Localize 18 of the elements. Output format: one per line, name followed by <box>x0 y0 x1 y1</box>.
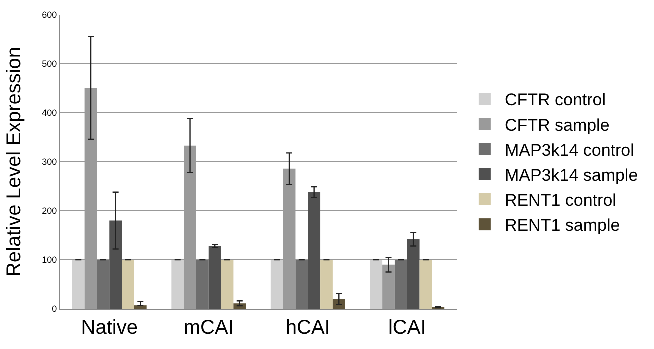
y-tick-label: 600 <box>42 10 58 20</box>
legend-label: MAP3k14 control <box>504 140 634 160</box>
y-tick-label: 400 <box>42 108 58 118</box>
y-tick-label: 300 <box>42 157 58 168</box>
y-tick-label: 500 <box>42 59 58 70</box>
y-tick-label: 0 <box>52 304 58 314</box>
y-tick-label: 100 <box>42 255 58 266</box>
x-tick-label: hCAI <box>286 317 330 339</box>
x-tick-label: lCAI <box>388 317 426 339</box>
legend-label: CFTR sample <box>504 116 610 135</box>
legend-label: MAP3k14 sample <box>504 166 638 185</box>
y-tick-label: 200 <box>42 206 58 216</box>
legend-label: RENT1 sample <box>504 216 620 236</box>
legend-label: CFTR control <box>504 90 606 110</box>
legend-label: RENT1 control <box>504 191 616 210</box>
y-axis-title: Relative Level Expression <box>4 46 26 278</box>
x-tick-label: mCAI <box>184 317 234 339</box>
x-tick-label: Native <box>81 317 138 339</box>
